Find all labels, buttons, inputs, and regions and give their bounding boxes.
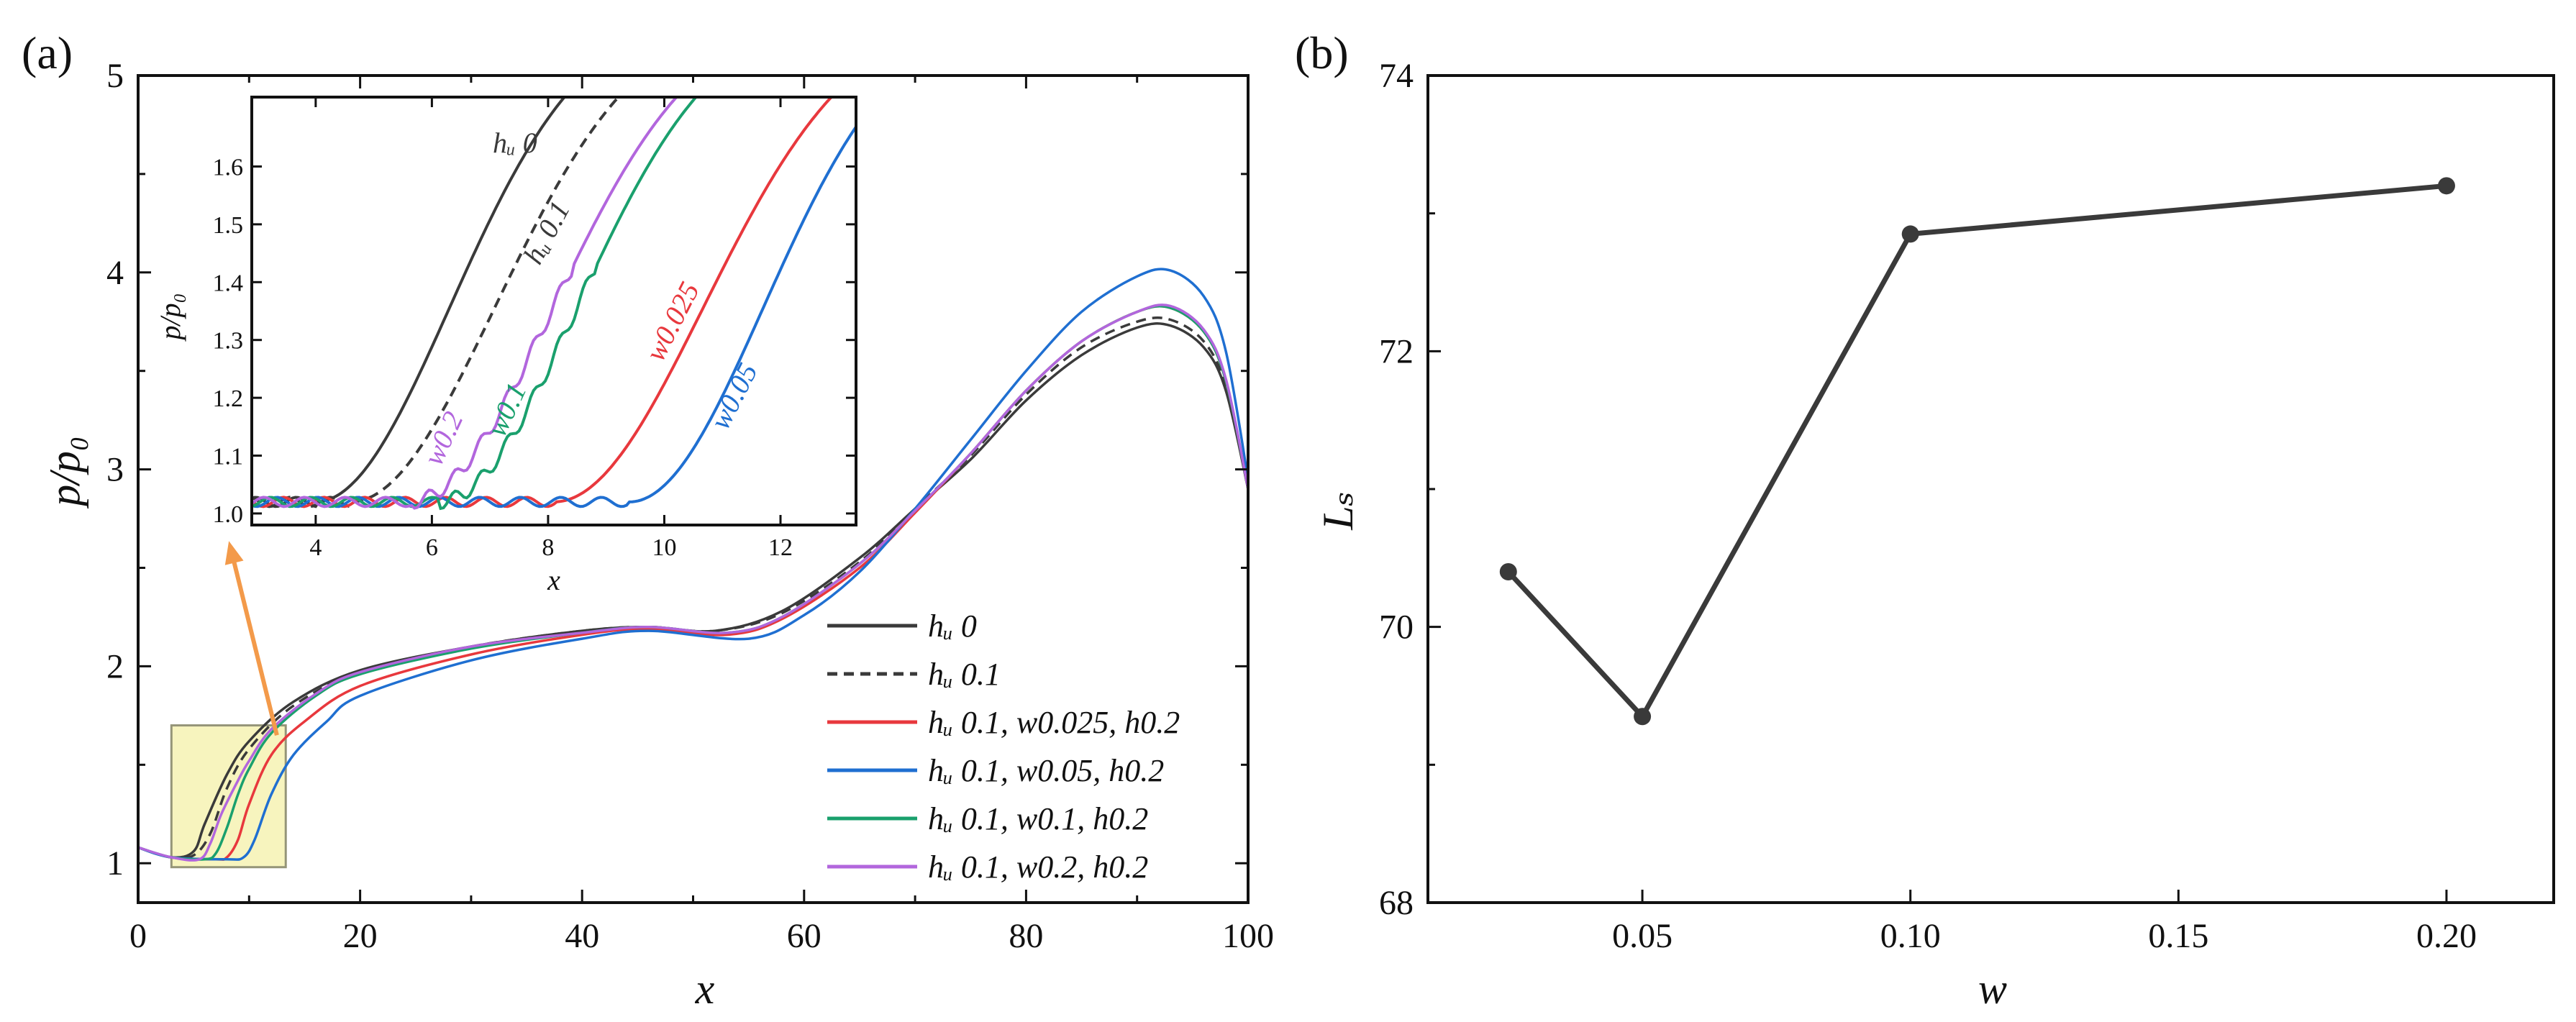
series-line-1 — [137, 316, 1250, 860]
panel-b-x-ticks: 0.05 0.10 0.15 0.20 — [1612, 890, 2477, 955]
inset-series — [252, 97, 856, 511]
inset-series-line-4 — [252, 97, 698, 511]
b-data-point — [1634, 708, 1652, 726]
legend-label-4: hᵤ 0.1, w0.1, h0.2 — [928, 801, 1148, 836]
x-tick-label: 40 — [565, 917, 599, 955]
b-x-tick-label: 0.05 — [1612, 917, 1672, 955]
x-tick-label: 20 — [343, 917, 378, 955]
y-tick-label: 5 — [106, 57, 124, 95]
legend: hᵤ 0 hᵤ 0.1 hᵤ 0.1, w0.025, h0.2 hᵤ 0.1, w0… — [827, 608, 1180, 885]
legend-label-0: hᵤ 0 — [928, 608, 977, 644]
inset-y-tick-label: 1.6 — [213, 154, 244, 181]
inset-background — [252, 97, 856, 525]
legend-label-1: hᵤ 0.1 — [928, 657, 1001, 692]
panel-b: (b) 0.05 0.10 0.15 0.20 68 70 72 74 w Lₛ — [1295, 27, 2555, 1013]
panel-b-series — [1499, 177, 2455, 726]
inset-x-tick-label: 12 — [768, 534, 793, 561]
b-y-tick-label: 74 — [1379, 57, 1414, 95]
inset-y-tick-label: 1.4 — [213, 270, 244, 296]
inset-plot: 4 6 8 10 12 1.0 1.1 1.2 1.3 1.4 1.5 1.6 x p/p₀ hᵤ … — [154, 96, 857, 596]
inset-x-tick-label: 6 — [426, 534, 438, 561]
b-x-tick-label: 0.10 — [1880, 917, 1941, 955]
b-x-tick-label: 0.15 — [2148, 917, 2208, 955]
inset-series-line-5 — [252, 97, 679, 510]
inset-y-tick-label: 1.5 — [213, 212, 244, 239]
b-data-point — [2437, 177, 2455, 195]
y-tick-label: 2 — [106, 647, 124, 685]
x-tick-label: 100 — [1222, 917, 1274, 955]
inset-y-tick-label: 1.1 — [213, 444, 244, 470]
panel-a-label: (a) — [22, 27, 73, 78]
inset-y-ticks: 1.0 1.1 1.2 1.3 1.4 1.5 1.6 — [213, 154, 856, 528]
y-tick-label: 4 — [106, 254, 124, 292]
series-line-3 — [137, 268, 1250, 861]
x-tick-label: 60 — [787, 917, 822, 955]
b-y-tick-label: 68 — [1379, 884, 1414, 922]
legend-label-5: hᵤ 0.1, w0.2, h0.2 — [928, 849, 1148, 885]
x-tick-label: 80 — [1009, 917, 1043, 955]
inset-series-line-2 — [252, 97, 834, 508]
b-series-line — [1506, 183, 2447, 719]
panel-b-y-ticks: 68 70 72 74 — [1379, 57, 1441, 922]
zoom-arrow-head — [224, 541, 244, 565]
panel-a-y-label: p/p₀ — [41, 436, 88, 509]
inset-y-tick-label: 1.2 — [213, 385, 244, 412]
legend-label-2: hᵤ 0.1, w0.025, h0.2 — [928, 705, 1180, 740]
panel-a-series — [137, 268, 1250, 862]
y-tick-label: 1 — [106, 844, 124, 882]
inset-x-tick-label: 4 — [309, 534, 322, 561]
inset-y-label: p/p₀ — [154, 293, 186, 342]
inset-x-label: x — [547, 564, 560, 596]
panel-a-x-label: x — [695, 965, 715, 1013]
inset-series-line-0 — [252, 97, 567, 508]
y-tick-label: 3 — [106, 451, 124, 489]
b-data-point — [1499, 563, 1517, 580]
b-x-tick-label: 0.20 — [2416, 917, 2477, 955]
series-line-5 — [137, 304, 1250, 862]
inset-y-tick-label: 1.0 — [213, 501, 244, 528]
panel-b-label: (b) — [1295, 27, 1349, 78]
b-data-point — [1901, 225, 1919, 243]
panel-a-x-ticks: 0 20 40 60 80 100 — [129, 76, 1274, 955]
inset-frame — [250, 96, 857, 526]
inset-x-tick-label: 8 — [542, 534, 554, 561]
inset-x-tick-label: 10 — [652, 534, 676, 561]
legend-label-3: hᵤ 0.1, w0.05, h0.2 — [928, 753, 1164, 788]
zoom-arrow — [228, 546, 279, 736]
b-y-tick-label: 70 — [1379, 608, 1414, 647]
inset-y-tick-label: 1.3 — [213, 328, 244, 355]
b-y-tick-label: 72 — [1379, 332, 1414, 370]
panel-b-x-label: w — [1978, 965, 2007, 1013]
panel-b-frame — [1426, 74, 2555, 904]
inset-annotation-hu0: hᵤ 0 — [493, 127, 537, 159]
panel-b-y-label: Lₛ — [1314, 491, 1362, 531]
x-tick-label: 0 — [129, 917, 147, 955]
inset-x-ticks: 4 6 8 10 12 — [309, 97, 793, 561]
